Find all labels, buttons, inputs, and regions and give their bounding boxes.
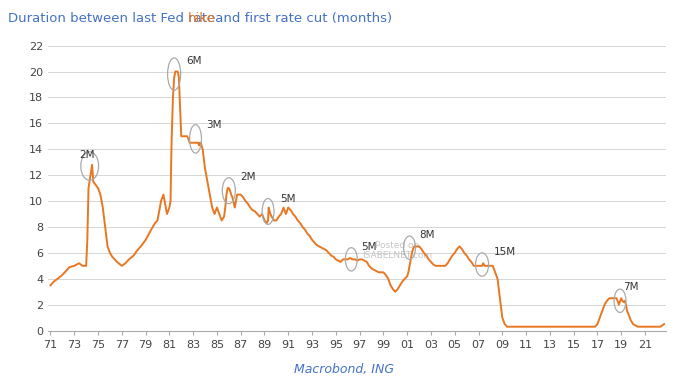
Text: 7M: 7M — [624, 282, 639, 292]
Text: 3M: 3M — [206, 120, 222, 130]
Text: 2M: 2M — [240, 172, 256, 182]
Text: and first rate cut (months): and first rate cut (months) — [211, 12, 392, 25]
Text: 15M: 15M — [494, 247, 516, 257]
Text: Macrobond, ING: Macrobond, ING — [293, 363, 394, 376]
Text: 2M: 2M — [79, 150, 95, 160]
Text: hike: hike — [188, 12, 216, 25]
Text: 8M: 8M — [419, 230, 435, 240]
Text: 5M: 5M — [280, 194, 295, 204]
Text: Duration between last Fed rate: Duration between last Fed rate — [8, 12, 220, 25]
Text: Posted on
ISABELNET.com: Posted on ISABELNET.com — [362, 241, 433, 261]
Text: 5M: 5M — [361, 242, 376, 252]
Text: 6M: 6M — [186, 56, 201, 66]
